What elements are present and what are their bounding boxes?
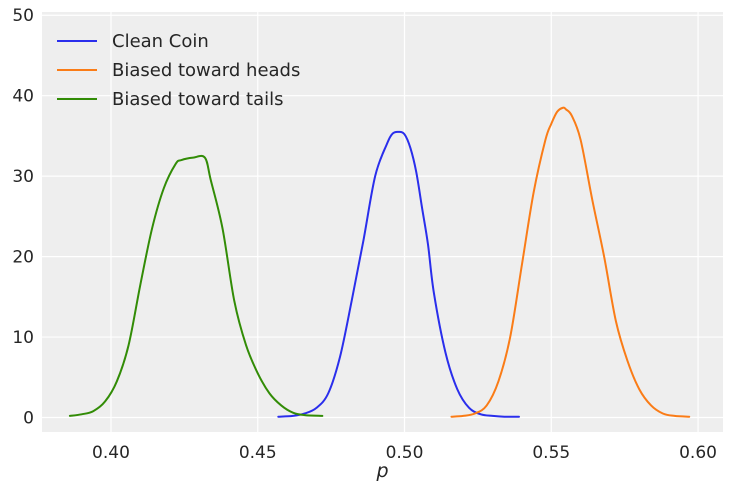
- series-lines: [68, 106, 691, 418]
- x-tick-label: 0.45: [239, 443, 277, 463]
- legend-item-biased-toward-heads: Biased toward heads: [57, 60, 300, 81]
- y-axis-ticks: 0 10 20 30 40 50: [12, 6, 34, 428]
- x-tick-label: 0.60: [679, 443, 717, 463]
- y-tick-label: 30: [12, 167, 34, 187]
- x-tick-label: 0.40: [92, 443, 130, 463]
- legend-label: Clean Coin: [112, 31, 209, 52]
- legend: Clean Coin Biased toward heads Biased towa…: [57, 31, 300, 110]
- series-line-biased-toward-tails: [68, 154, 324, 417]
- y-tick-label: 0: [23, 409, 34, 429]
- legend-item-biased-toward-tails: Biased toward tails: [57, 89, 284, 110]
- series-line-clean-coin: [277, 130, 520, 418]
- x-axis-ticks: 0.40 0.45 0.50 0.55 0.60: [92, 443, 717, 463]
- y-tick-label: 10: [12, 328, 34, 348]
- legend-label: Biased toward tails: [112, 89, 284, 110]
- series-line-biased-toward-heads: [450, 106, 691, 418]
- y-tick-label: 50: [12, 6, 34, 26]
- x-tick-label: 0.55: [532, 443, 570, 463]
- y-tick-label: 40: [12, 87, 34, 107]
- x-axis-label: p: [375, 460, 388, 482]
- y-tick-label: 20: [12, 248, 34, 268]
- legend-label: Biased toward heads: [112, 60, 300, 81]
- plot-area: [42, 12, 723, 432]
- x-tick-label: 0.50: [386, 443, 424, 463]
- grid-lines: [42, 12, 723, 432]
- legend-item-clean-coin: Clean Coin: [57, 31, 209, 52]
